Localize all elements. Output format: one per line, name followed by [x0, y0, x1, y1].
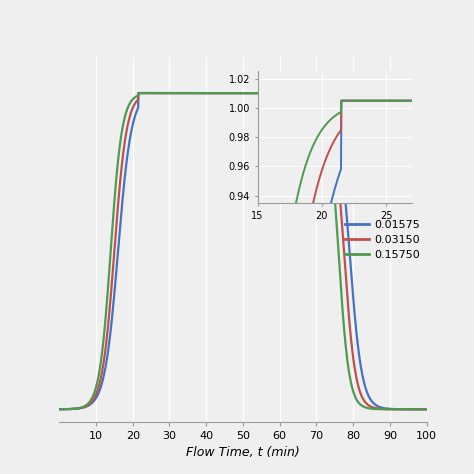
- X-axis label: Flow Time, t (min): Flow Time, t (min): [186, 447, 300, 459]
- Legend: 0.01575, 0.03150, 0.15750: 0.01575, 0.03150, 0.15750: [340, 216, 425, 264]
